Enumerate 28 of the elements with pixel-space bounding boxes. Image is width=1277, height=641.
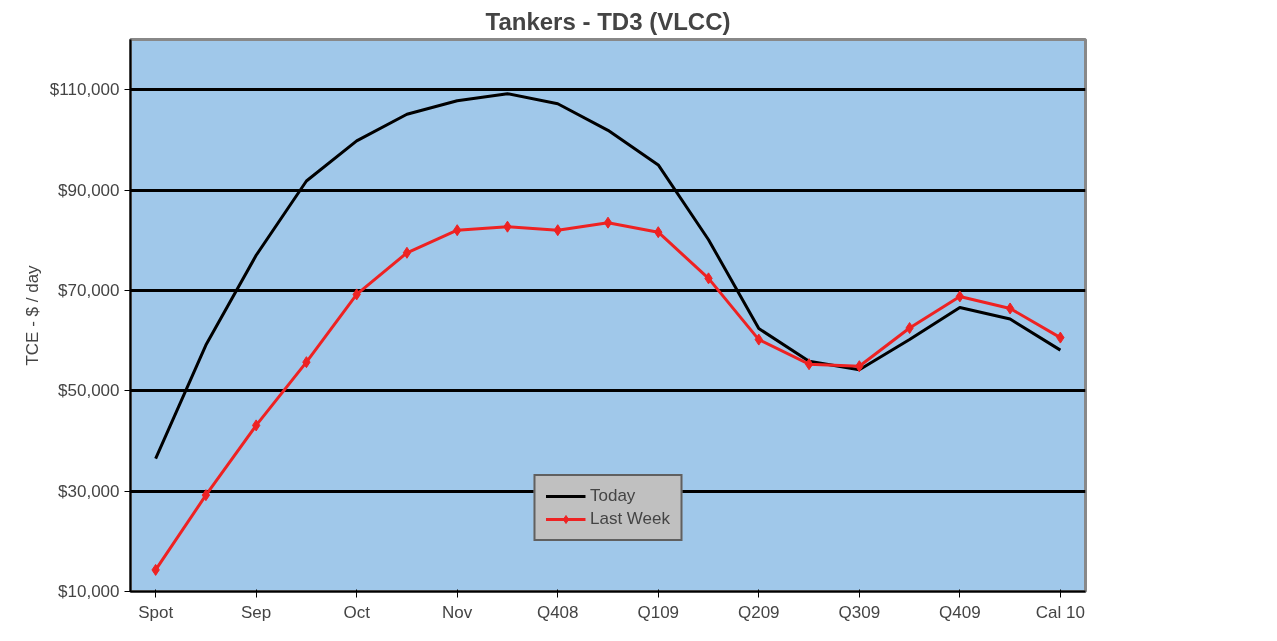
point [251,419,261,432]
x-tick-label: Cal 10 [1035,602,1085,622]
line-series [154,92,1062,461]
chart-title: Tankers - TD3 (VLCC) [485,7,731,35]
point [201,489,211,502]
y-tick-label: $110,000 [49,80,120,100]
point [402,246,412,259]
y-axis-title: TCE - $ / day [22,264,42,366]
y-tick-label: $30,000 [58,481,120,501]
x-tick-label: Q409 [939,602,981,622]
y-tick-label: $70,000 [58,280,120,300]
x-tick-label: Sep [241,602,272,622]
x-tick-label: Q309 [838,602,881,622]
legend-label: Today [589,486,636,506]
point [804,358,814,371]
x-tick-label: Nov [442,602,473,622]
x-tick-label: Q109 [637,602,680,622]
point [603,216,613,229]
y-tick-label: $90,000 [58,180,120,200]
y-tick-label: $10,000 [58,582,120,601]
x-tick-label: Q408 [536,602,579,622]
point [955,290,965,303]
y-tick-label: $50,000 [58,381,120,401]
point [1005,302,1015,315]
x-tick-label: Oct [343,602,371,622]
x-tick-label: Q209 [738,602,780,622]
legend-label: Last Week [589,509,671,529]
x-tick-label: Spot [138,602,174,622]
